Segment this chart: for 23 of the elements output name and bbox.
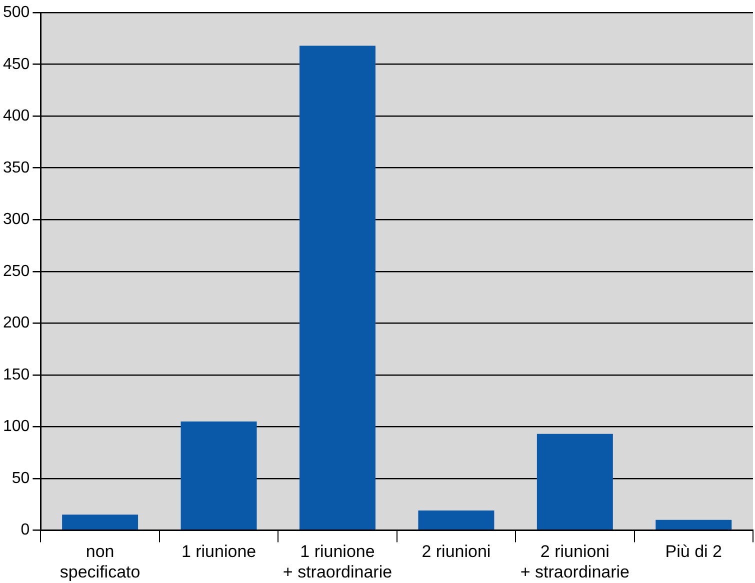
x-tick-label: 1 riunione + straordinarie xyxy=(282,542,392,582)
y-tick-label: 450 xyxy=(2,56,30,73)
x-tick-label: 2 riunioni xyxy=(422,542,491,562)
bar xyxy=(536,434,613,530)
y-tick-label: 400 xyxy=(2,108,30,125)
bar xyxy=(300,46,376,530)
bar xyxy=(62,514,138,530)
bar xyxy=(656,520,732,530)
y-tick-label: 200 xyxy=(2,314,30,332)
y-tick-label: 350 xyxy=(2,159,30,176)
y-tick-label: 300 xyxy=(2,211,30,228)
x-tick-label: 1 riunione xyxy=(181,542,256,562)
y-tick-label: 150 xyxy=(2,366,30,384)
y-tick-label: 50 xyxy=(12,470,30,487)
y-tick-label: 500 xyxy=(2,4,30,22)
x-tick-label: non specificato xyxy=(60,542,140,582)
bar xyxy=(418,510,494,530)
bar xyxy=(180,422,257,530)
x-tick-label: Più di 2 xyxy=(665,542,722,562)
y-tick-label: 0 xyxy=(20,522,30,539)
y-tick-label: 250 xyxy=(2,262,30,280)
y-tick-label: 100 xyxy=(2,418,30,436)
x-tick-label: 2 riunioni + straordinarie xyxy=(520,542,630,582)
